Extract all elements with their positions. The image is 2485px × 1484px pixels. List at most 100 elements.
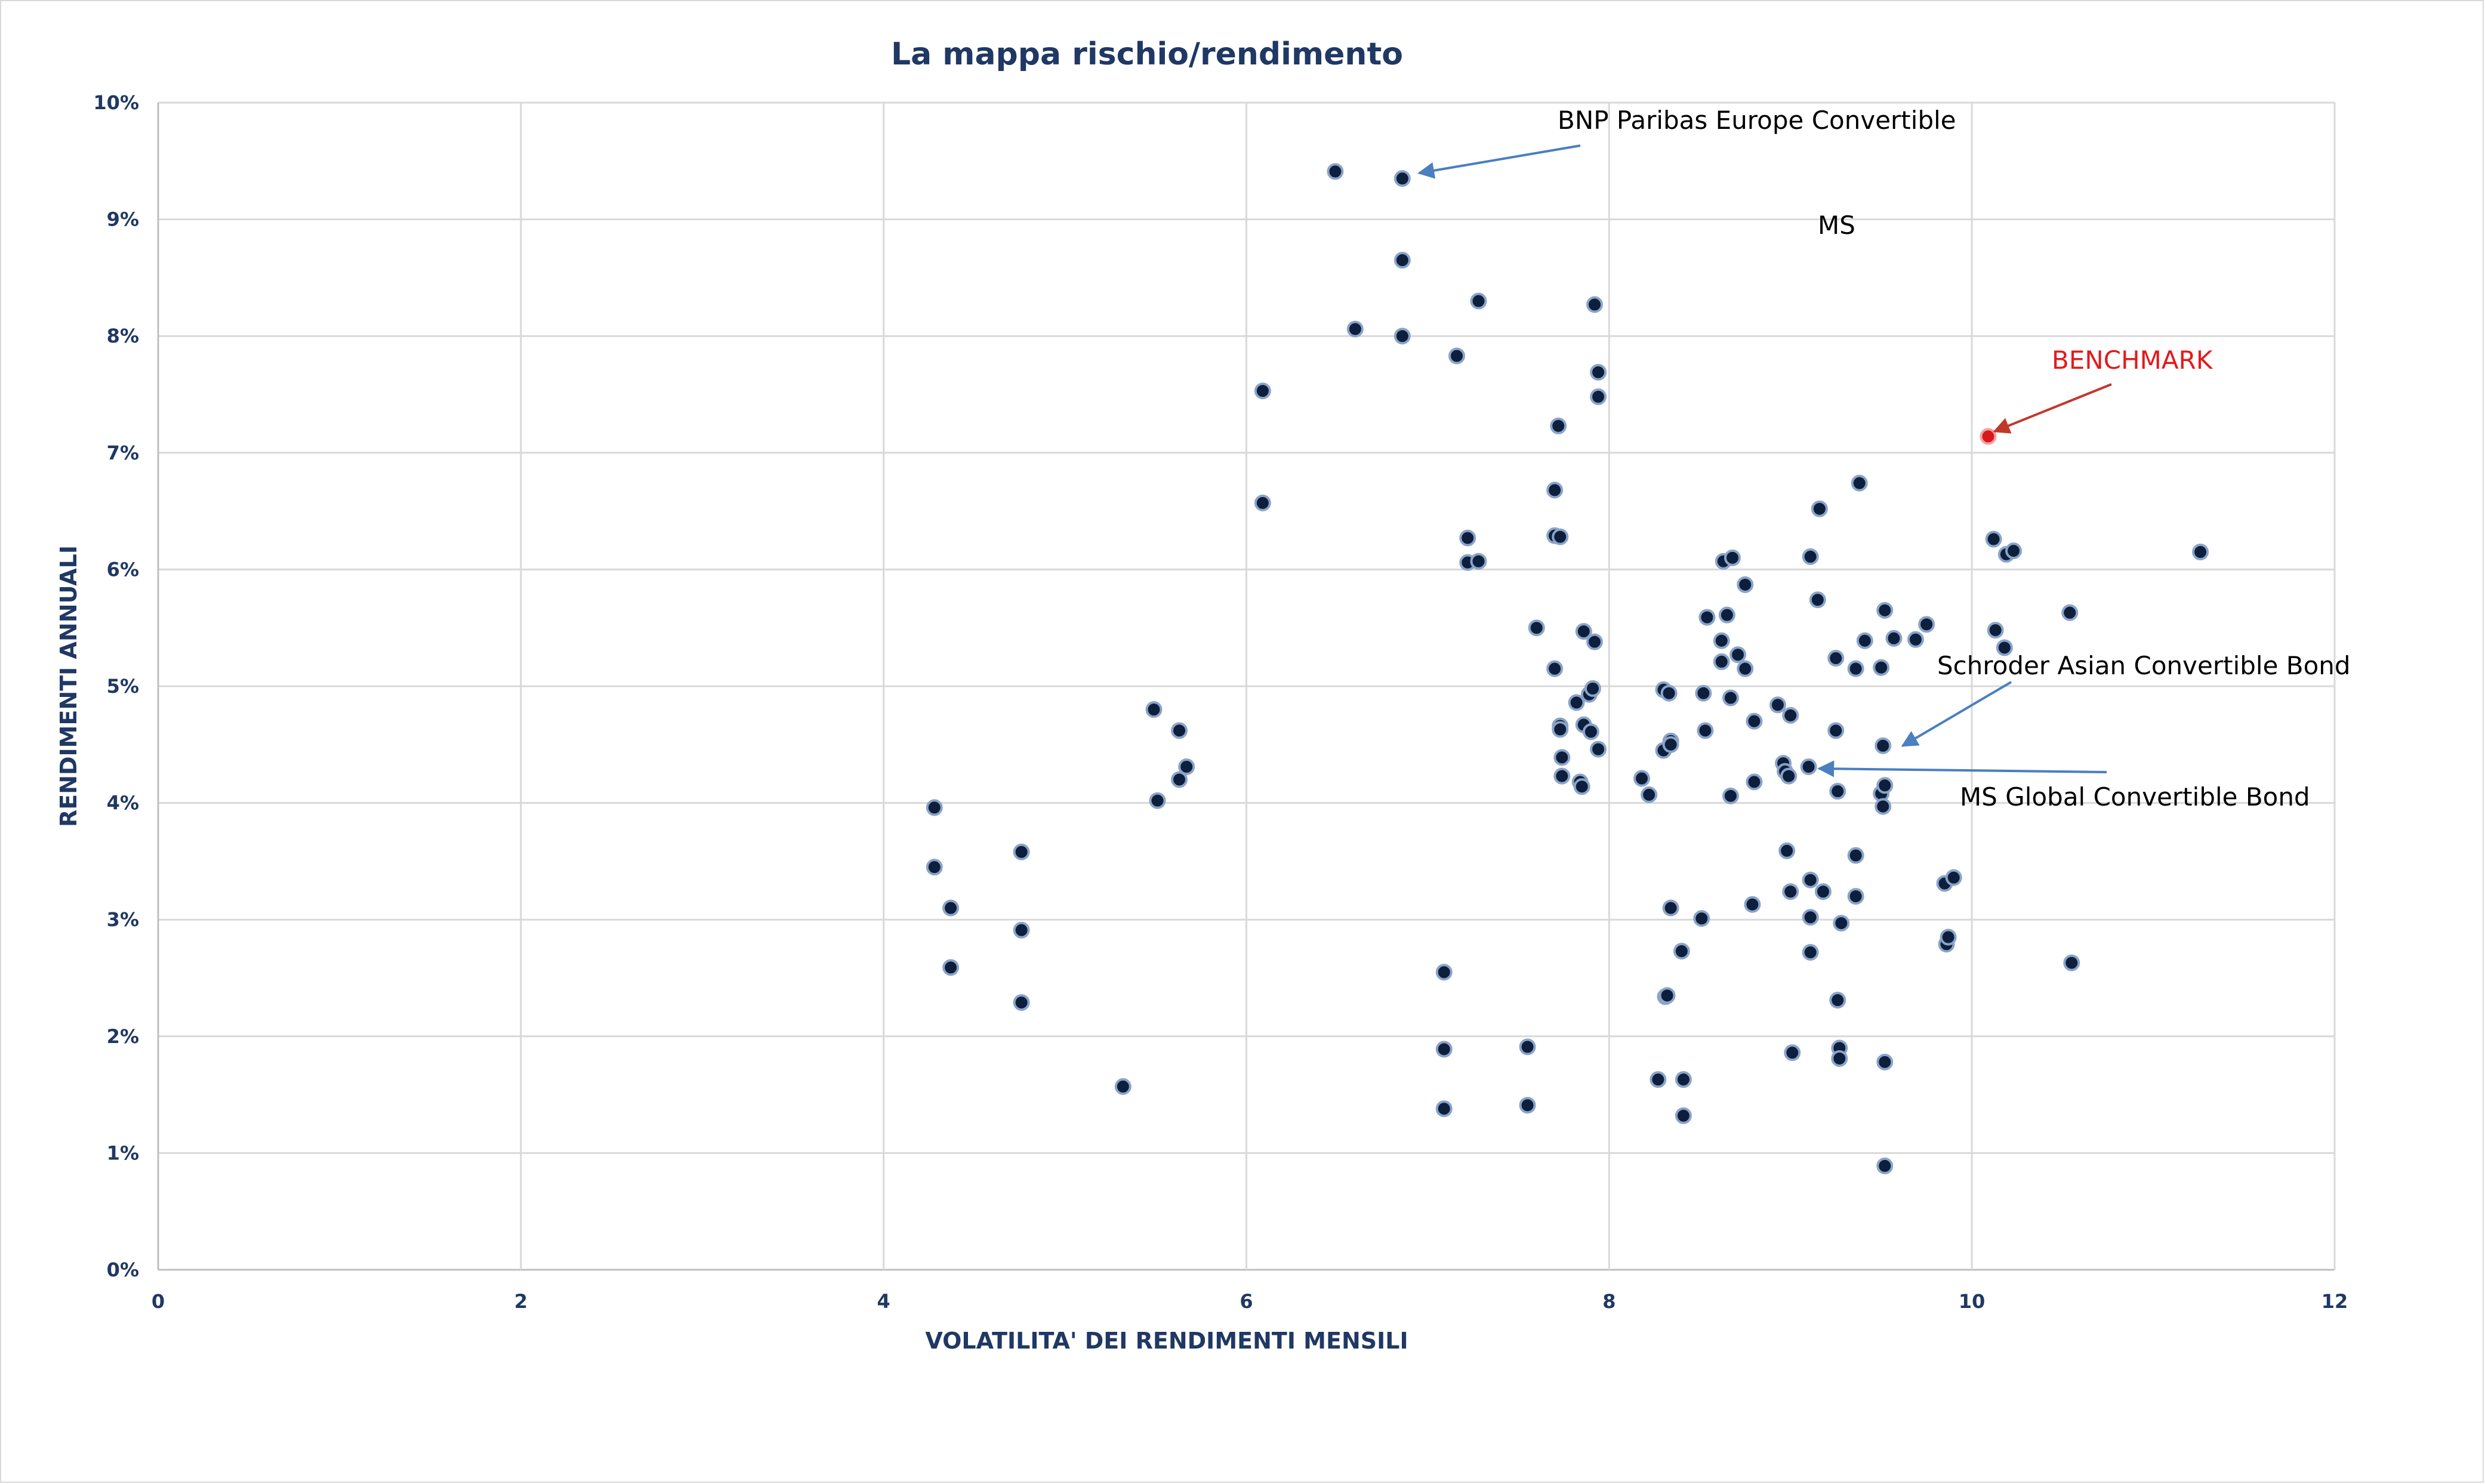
fund-point — [2063, 954, 2080, 971]
x-tick-label: 12 — [2321, 1290, 2348, 1313]
chart-title: La mappa rischio/rendimento — [891, 36, 1403, 72]
fund-point — [1586, 633, 1604, 650]
fund-point — [1660, 684, 1678, 702]
annotation-benchmark: BENCHMARK — [2052, 345, 2213, 375]
annotations: BNP Paribas Europe Convertible MS BENCHM… — [1417, 106, 2351, 812]
fund-point — [1171, 722, 1188, 739]
fund-point — [926, 799, 943, 816]
fund-point — [1851, 474, 1868, 492]
fund-point — [1856, 632, 1873, 649]
fund-point — [1171, 771, 1188, 788]
fund-point — [1907, 631, 1924, 648]
fund-point — [1940, 928, 1957, 946]
fund-point — [1553, 749, 1571, 766]
y-tick-label: 4% — [107, 792, 139, 814]
fund-point — [1693, 910, 1710, 927]
fund-point — [1829, 992, 1846, 1009]
fund-point — [2061, 604, 2079, 621]
fund-point — [1800, 758, 1817, 775]
y-tick-label: 10% — [93, 91, 139, 114]
fund-point — [1873, 659, 1890, 676]
fund-point — [1178, 758, 1195, 775]
fund-point — [1254, 494, 1271, 511]
y-tick-label: 0% — [107, 1258, 139, 1281]
fund-point — [1254, 382, 1271, 400]
fund-point — [926, 859, 943, 876]
fund-point — [1658, 987, 1676, 1004]
fund-point — [1697, 722, 1714, 739]
fund-point — [1885, 630, 1903, 647]
fund-point — [1584, 680, 1601, 697]
fund-point — [1435, 964, 1453, 981]
fund-point — [1448, 347, 1466, 365]
fund-point — [1633, 770, 1651, 787]
fund-point — [1831, 1050, 1848, 1067]
fund-point — [1814, 883, 1832, 900]
x-tick-label: 2 — [514, 1290, 528, 1313]
y-tick-label: 3% — [107, 908, 139, 931]
fund-point — [1013, 921, 1030, 939]
annotation-schroder-arrow — [1901, 681, 2012, 747]
fund-point — [1662, 736, 1679, 753]
fund-point — [1114, 1078, 1131, 1095]
fund-point — [1918, 616, 1935, 633]
x-axis-ticks: 0 2 4 6 8 10 12 — [152, 1290, 2348, 1313]
fund-point — [1575, 623, 1592, 640]
x-tick-label: 8 — [1602, 1290, 1615, 1313]
fund-point — [1552, 721, 1569, 738]
fund-point — [1802, 871, 1819, 888]
fund-point — [1327, 163, 1344, 180]
fund-point — [942, 899, 960, 917]
fund-point — [1722, 689, 1739, 706]
x-axis-title: VOLATILITA' DEI RENDIMENTI MENSILI — [925, 1328, 1408, 1354]
fund-point — [1737, 660, 1754, 677]
y-tick-label: 5% — [107, 675, 139, 698]
fund-point — [1876, 777, 1894, 794]
data-points — [926, 163, 2209, 1174]
annotation-ms-global: MS Global Convertible Bond — [1960, 782, 2310, 812]
fund-point — [1876, 1157, 1894, 1174]
fund-point — [1519, 1097, 1536, 1114]
annotation-benchmark-arrow — [1993, 383, 2112, 434]
fund-point — [1553, 767, 1571, 785]
fund-point — [1662, 899, 1679, 917]
y-tick-label: 1% — [107, 1141, 139, 1164]
fund-point — [1675, 1071, 1692, 1088]
annotation-ms: MS — [1818, 211, 1855, 240]
y-tick-label: 7% — [107, 442, 139, 464]
fund-point — [1346, 320, 1364, 338]
fund-point — [1552, 528, 1569, 545]
fund-point — [1782, 706, 1799, 724]
fund-point — [1528, 619, 1545, 637]
fund-point — [1746, 712, 1763, 730]
fund-point — [1675, 1107, 1692, 1124]
fund-point — [1847, 888, 1864, 905]
fund-point — [1650, 1071, 1667, 1088]
gridlines — [157, 101, 2336, 1271]
fund-point — [1582, 723, 1599, 741]
fund-point — [1809, 591, 1826, 609]
fund-point — [1778, 842, 1796, 859]
y-axis-title: RENDIMENTI ANNUALI — [56, 545, 82, 827]
fund-point — [1393, 252, 1411, 269]
fund-point — [1393, 170, 1411, 187]
fund-point — [1546, 660, 1564, 677]
fund-point — [1586, 296, 1604, 313]
fund-point — [1519, 1038, 1536, 1056]
fund-point — [1590, 741, 1607, 758]
fund-point — [1718, 606, 1735, 624]
y-tick-label: 9% — [107, 208, 139, 231]
fund-point — [1573, 778, 1590, 795]
fund-point — [1713, 632, 1730, 649]
annotation-schroder: Schroder Asian Convertible Bond — [1937, 651, 2351, 680]
fund-point — [1802, 943, 1819, 961]
fund-point — [1996, 639, 2013, 656]
fund-point — [1769, 696, 1786, 714]
fund-point — [1737, 576, 1754, 593]
x-tick-label: 10 — [1959, 1290, 1985, 1313]
x-tick-label: 6 — [1240, 1290, 1253, 1313]
fund-point — [942, 959, 960, 976]
fund-point — [2192, 544, 2209, 561]
fund-point — [1713, 653, 1730, 670]
